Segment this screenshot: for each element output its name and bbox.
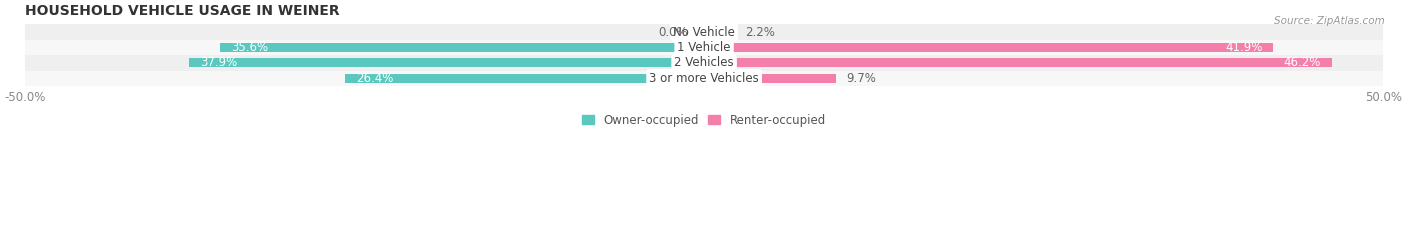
Bar xyxy=(25,24,1384,40)
Bar xyxy=(221,43,704,52)
Bar xyxy=(704,27,734,37)
Text: 1 Vehicle: 1 Vehicle xyxy=(678,41,731,54)
Text: 37.9%: 37.9% xyxy=(200,56,238,69)
Bar xyxy=(704,43,1274,52)
Bar xyxy=(25,40,1384,55)
Text: 35.6%: 35.6% xyxy=(232,41,269,54)
Bar xyxy=(25,55,1384,71)
Bar xyxy=(25,71,1384,86)
Legend: Owner-occupied, Renter-occupied: Owner-occupied, Renter-occupied xyxy=(582,114,825,127)
Text: Source: ZipAtlas.com: Source: ZipAtlas.com xyxy=(1274,16,1385,26)
Bar xyxy=(704,74,835,83)
Text: 46.2%: 46.2% xyxy=(1284,56,1320,69)
Text: 3 or more Vehicles: 3 or more Vehicles xyxy=(650,72,759,85)
Text: HOUSEHOLD VEHICLE USAGE IN WEINER: HOUSEHOLD VEHICLE USAGE IN WEINER xyxy=(25,4,339,18)
Text: No Vehicle: No Vehicle xyxy=(673,25,735,38)
Text: 2.2%: 2.2% xyxy=(745,25,775,38)
Text: 9.7%: 9.7% xyxy=(846,72,876,85)
Text: 0.0%: 0.0% xyxy=(658,25,688,38)
Text: 26.4%: 26.4% xyxy=(356,72,394,85)
Bar xyxy=(346,74,704,83)
Text: 2 Vehicles: 2 Vehicles xyxy=(675,56,734,69)
Text: 41.9%: 41.9% xyxy=(1225,41,1263,54)
Bar xyxy=(693,27,704,37)
Bar xyxy=(704,58,1331,67)
Bar xyxy=(190,58,704,67)
